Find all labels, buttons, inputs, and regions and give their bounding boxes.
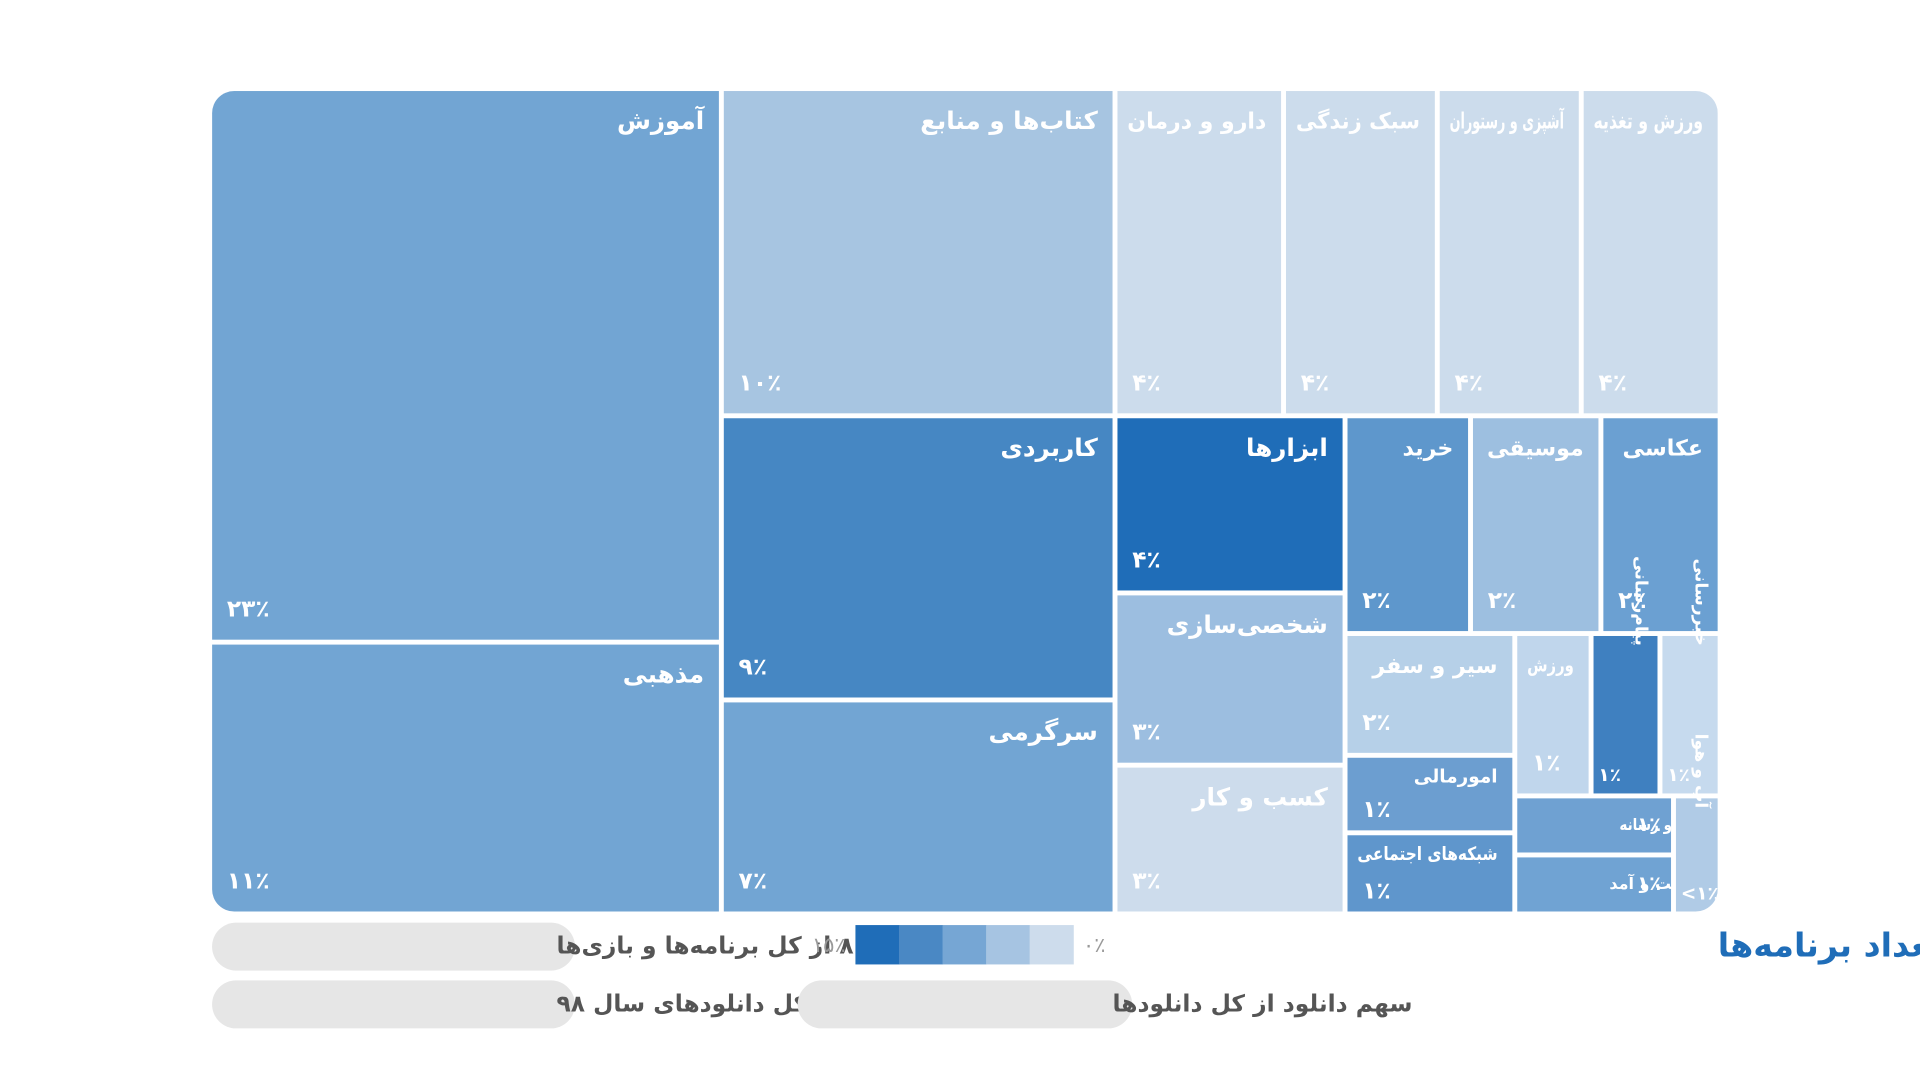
cell-label: پیام‌رسانی [1630,556,1650,646]
cell-value: ۲٪ [1362,586,1391,614]
cell-value: ۴٪ [1455,368,1484,396]
legend-swatch [1029,925,1074,965]
cell-label: ابزارها [1246,433,1328,462]
cell-value: ۱٪ [1598,765,1621,786]
cell-label: آموزش [617,105,705,135]
cell-value: ۳٪ [1132,718,1161,746]
legend-swatch [898,925,944,965]
treemap-cell [1285,91,1435,414]
cell-value: ۴٪ [1132,545,1161,573]
cell-label: ورزش و تغذیه [1594,108,1703,134]
legend-title: سهم دانلود از کل دانلودها [1113,990,1413,1018]
cell-value: ۴٪ [1598,368,1627,396]
cell-value: ۱٪ [1362,795,1391,823]
cell-value: ۴٪ [1132,368,1161,396]
treemap-cell [1517,798,1672,853]
cell-label: شبکه‌های اجتماعی [1357,844,1497,865]
treemap-cell [1117,595,1343,763]
treemap-cell [1439,91,1579,414]
treemap-cell [1117,418,1343,591]
cell-value: ۱٪ [1637,813,1661,836]
cell-label: عکاسی [1623,436,1703,462]
cell-value: <۱٪ [1681,883,1719,904]
cell-value: ۱٪ [1667,765,1690,786]
cell-label: امورمالی [1414,766,1498,787]
cell-label: کاربردی [1000,433,1098,462]
cell-label: کسب و کار [1190,782,1328,812]
annotation-pill [212,922,575,971]
legend-tick-label: ۰٪ [1083,933,1105,957]
cell-value: ۲٪ [1488,586,1517,614]
treemap-cell [1117,767,1343,912]
cell-value: ۲٪ [1362,708,1391,736]
cell-label: دارو و درمان [1127,108,1266,134]
treemap-cell [1347,418,1469,632]
cell-label: کتاب‌ها و منابع [920,106,1098,136]
cell-label: ورزش [1527,656,1574,677]
annotation-pill [212,980,575,1029]
legend-pill [797,980,1133,1029]
treemap-cell [1517,857,1672,912]
treemap-cell [1347,835,1513,912]
treemap-cell [1583,91,1718,414]
treemap-cell [1117,91,1282,414]
cell-value: ۲۳٪ [227,595,270,623]
cell-value: ۱٪ [1362,876,1391,904]
treemap-cell [1603,418,1718,632]
cell-value: ۱۱٪ [227,867,270,895]
cell-label: مذهبی [623,659,704,688]
treemap-cell [1472,418,1599,632]
treemap-cell [723,418,1113,698]
cell-value: ۲٪ [1618,586,1647,614]
cell-label: سرگرمی [989,717,1098,746]
cell-label: سیر و سفر [1371,653,1497,679]
cell-value: ۱٪ [1532,748,1561,776]
legend-tick-label: ۱۵٪ [812,933,846,957]
cell-value: ۷٪ [739,867,768,895]
treemap-cell [1675,798,1718,912]
cell-label: سبک زندگی [1296,107,1420,134]
cell-value: ۴٪ [1301,368,1330,396]
legend-swatch [942,925,987,965]
cell-value: ۱٪ [1637,872,1661,895]
cell-label: شخصی‌سازی [1167,610,1328,639]
treemap: آموزش ۲۳٪ کتاب‌ها و منابع ۱۰٪ دارو و درمان ۴٪… [212,91,1719,912]
treemap-cell [1593,635,1658,794]
treemap-cell [212,644,719,912]
cell-value: ۳٪ [1132,867,1161,895]
cell-label: خبررسانی [1691,558,1711,645]
cell-label: آشپزی و رستوران [1450,106,1565,134]
chart-title: تعداد برنامه‌ها [1718,926,1920,966]
treemap-cell [212,91,719,640]
treemap-cell [723,91,1113,414]
cell-label: آب و هوا [1691,734,1713,810]
treemap-cell [1662,635,1718,794]
annotation: ۸۶٪ از کل برنامه‌ها و بازی‌ها [557,932,883,960]
treemap-cell [1347,635,1513,753]
cell-value: ۱۰٪ [739,368,782,396]
legend-swatch [986,925,1031,965]
treemap-cell [723,702,1113,912]
legend-swatch [855,925,900,965]
cell-label: خرید [1402,436,1453,462]
cell-label: رفت و آمد [1609,873,1691,893]
cell-label: موسیقی [1487,436,1584,462]
cell-value: ۹٪ [739,652,768,680]
treemap-cell [1517,635,1589,794]
treemap-cell [1347,757,1513,831]
color-legend: ۱۵٪ ۰٪ [812,925,1105,965]
